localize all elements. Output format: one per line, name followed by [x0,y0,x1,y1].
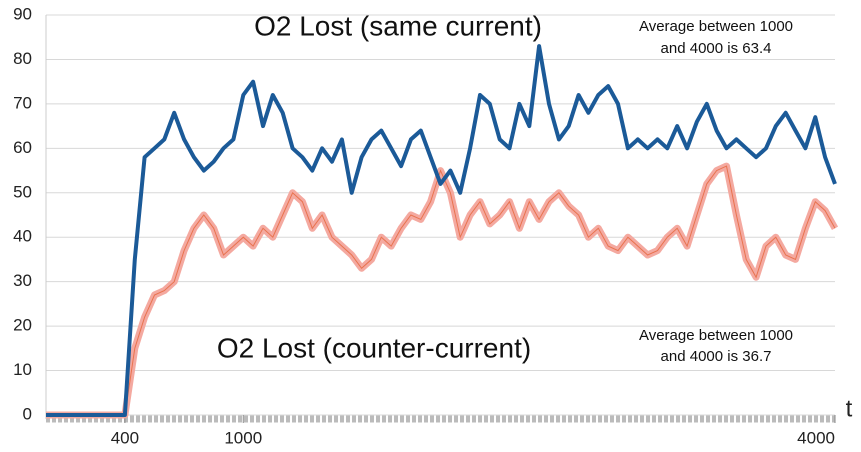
annotation: and 4000 is 36.7 [661,348,772,365]
annotation: Average between 1000 [639,327,793,344]
y-tick-label: 40 [13,227,32,246]
series-line [46,44,837,417]
x-tick-label: 1000 [224,428,262,447]
x-tick-label: 400 [111,428,139,447]
y-tick-label: 30 [13,271,32,290]
annotation: O2 Lost (counter-current) [217,332,531,363]
y-tick-label: 50 [13,182,32,201]
series-line-core [46,165,836,416]
y-tick-label: 80 [13,49,32,68]
annotation: and 4000 is 63.4 [661,40,772,57]
y-tick-label: 10 [13,360,32,379]
y-tick-label: 70 [13,93,32,112]
x-tick-label: 4000 [797,428,835,447]
y-tick-label: 60 [13,138,32,157]
annotation: O2 Lost (same current) [254,10,542,41]
x-axis-label: t [846,395,853,422]
y-tick-label: 0 [23,404,32,423]
y-tick-label: 20 [13,316,32,335]
y-tick-label: 90 [13,4,32,23]
annotation: Average between 1000 [639,18,793,35]
